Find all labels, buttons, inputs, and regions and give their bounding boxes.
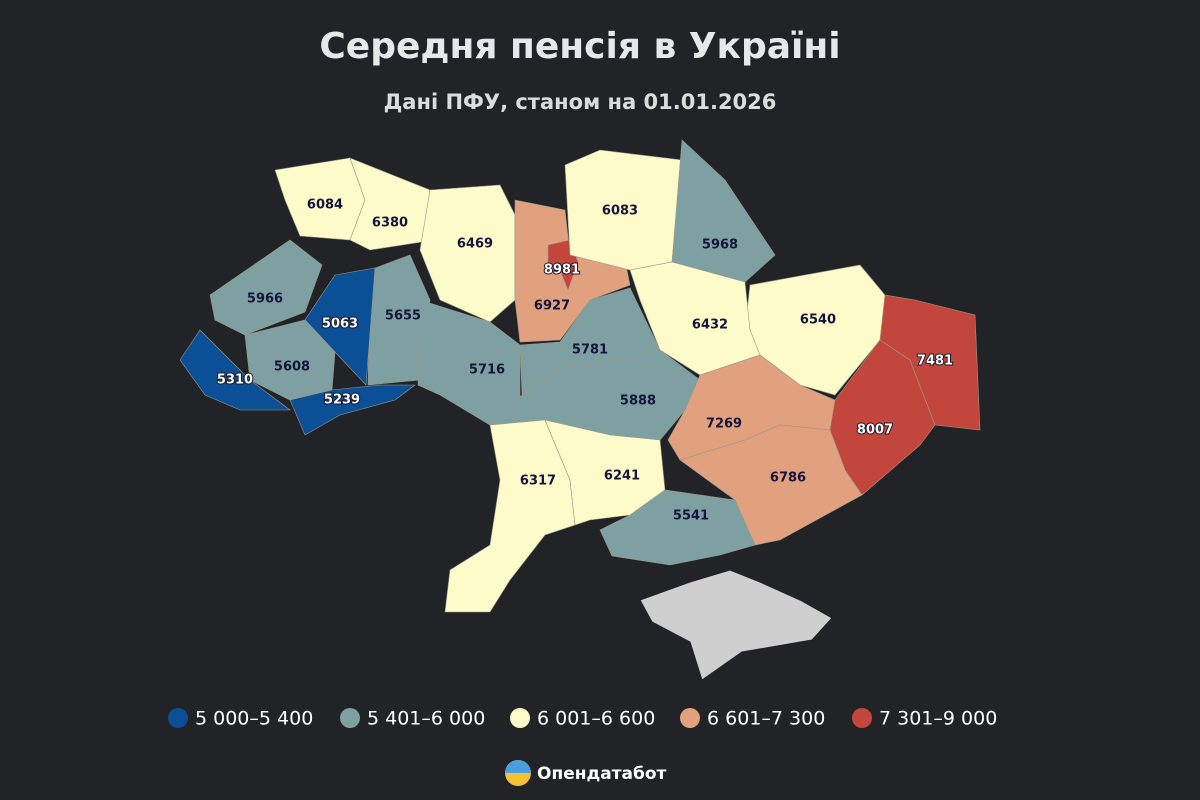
region-value: 5968 xyxy=(702,238,738,253)
region-value: 5781 xyxy=(572,343,608,358)
legend-label: 5 000–5 400 xyxy=(195,708,313,730)
region-value: 5310 xyxy=(217,373,253,388)
region-value: 5239 xyxy=(324,393,360,408)
region xyxy=(209,239,323,336)
region-value: 5608 xyxy=(274,360,310,375)
region-value: 6927 xyxy=(534,299,570,314)
region xyxy=(179,329,291,411)
region-value: 5966 xyxy=(247,292,283,307)
brand: Опендатабот xyxy=(537,764,667,784)
region-value: 6432 xyxy=(692,318,728,333)
regions xyxy=(179,139,981,613)
legend-swatch xyxy=(168,708,188,728)
region-value: 5888 xyxy=(620,394,656,409)
region-value: 6540 xyxy=(800,313,836,328)
region-value: 5063 xyxy=(322,317,358,332)
legend-label: 7 301–9 000 xyxy=(879,708,997,730)
legend: 5 000–5 400 5 401–6 000 6 001–6 600 6 601–7… xyxy=(168,708,997,730)
legend-label: 6 601–7 300 xyxy=(707,708,825,730)
region-value: 6786 xyxy=(770,471,806,486)
region xyxy=(879,294,981,431)
region xyxy=(444,419,576,613)
legend-swatch xyxy=(510,708,530,728)
region-value: 7481 xyxy=(917,354,953,369)
region-value: 8981 xyxy=(544,263,580,278)
region xyxy=(304,267,376,386)
region-labels: 6084 6380 6469 6927 8981 6083 5968 6540 6432 5966… xyxy=(216,198,954,524)
legend-label: 5 401–6 000 xyxy=(367,708,485,730)
crimea xyxy=(639,569,833,681)
region-value: 6083 xyxy=(602,204,638,219)
region-value: 5541 xyxy=(673,509,709,524)
title: Середня пенсія в Україні xyxy=(319,26,840,67)
region-value: 6084 xyxy=(307,198,343,213)
legend-swatch xyxy=(852,708,872,728)
subtitle: Дані ПФУ, станом на 01.01.2026 xyxy=(384,90,777,114)
region xyxy=(671,139,776,283)
region-value: 6380 xyxy=(372,216,408,231)
region xyxy=(419,184,516,323)
legend-label: 6 001–6 600 xyxy=(537,708,655,730)
region xyxy=(599,489,756,566)
region-value: 6241 xyxy=(604,469,640,484)
legend-swatch xyxy=(340,708,360,728)
region-value: 5655 xyxy=(385,309,421,324)
brand-logo-top xyxy=(505,760,531,773)
region-value: 7269 xyxy=(706,417,742,432)
region-value: 6317 xyxy=(520,474,556,489)
region-value: 6469 xyxy=(457,237,493,252)
region-value: 5716 xyxy=(469,363,505,378)
region xyxy=(289,384,416,436)
legend-swatch xyxy=(680,708,700,728)
region-value: 8007 xyxy=(857,423,893,438)
